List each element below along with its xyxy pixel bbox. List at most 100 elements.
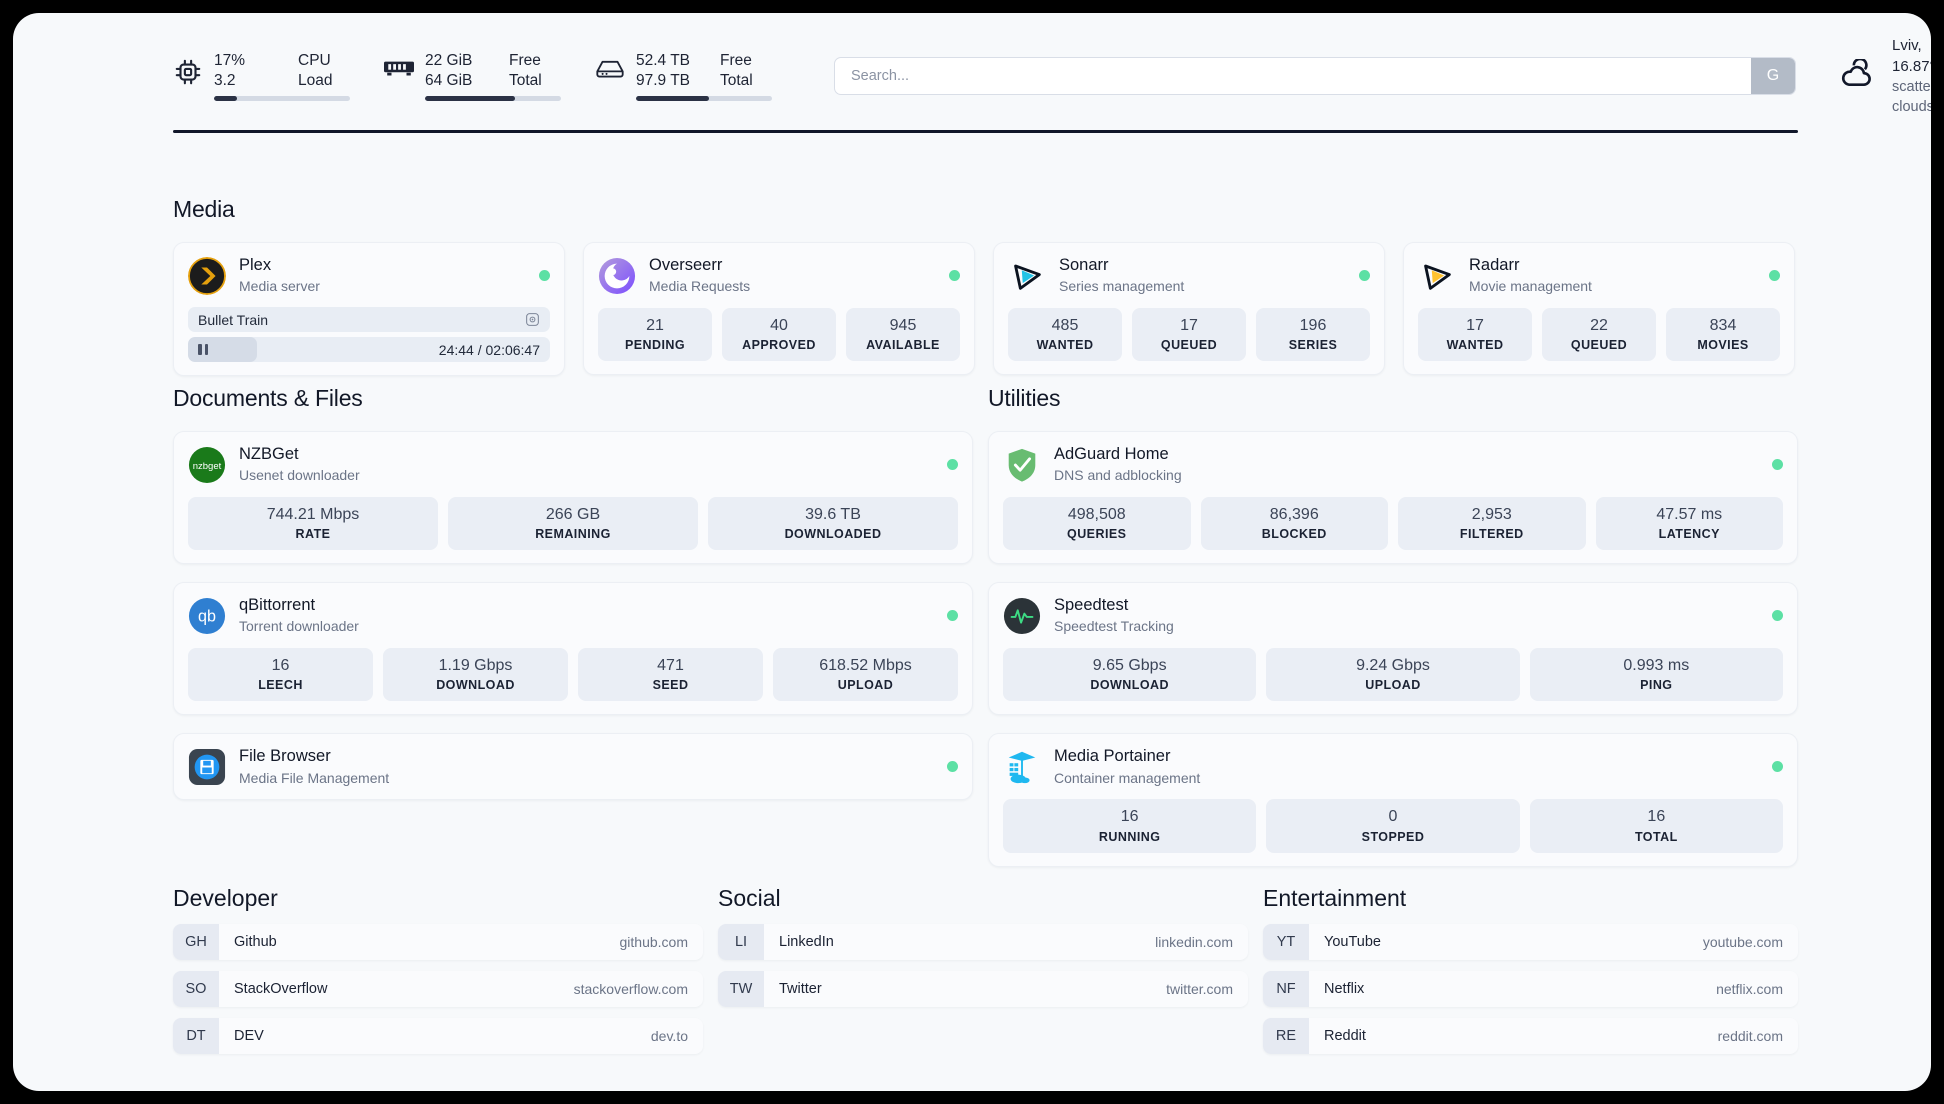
stat-filtered: 2,953 FILTERED: [1398, 497, 1586, 551]
stat-label: QUERIES: [1067, 527, 1127, 542]
adguard-desc: DNS and adblocking: [1054, 467, 1182, 484]
speedtest-status-dot: [1772, 610, 1783, 622]
bookmark-name: Github: [234, 934, 277, 950]
qbittorrent-name: qBittorrent: [239, 596, 316, 615]
svg-text:qb: qb: [198, 607, 216, 625]
stat-series: 196 SERIES: [1256, 308, 1370, 362]
disk-readout: 52.4 TB 97.9 TB Free Total: [636, 51, 772, 102]
stat-label: APPROVED: [742, 338, 816, 353]
stat-value: 498,508: [1067, 506, 1126, 524]
stat-running: 16 RUNNING: [1003, 799, 1257, 853]
plex-desc: Media server: [239, 278, 320, 295]
stat-total: 16 TOTAL: [1529, 799, 1783, 853]
stat-value: 945: [889, 317, 917, 335]
utilities-section-title: Utilities: [988, 385, 1061, 411]
pause-icon[interactable]: [198, 344, 208, 356]
bookmark-stackoverflow[interactable]: SO StackOverflow stackoverflow.com: [173, 971, 703, 1007]
search-engine-button[interactable]: G: [1751, 58, 1795, 94]
stat-download: 9.65 Gbps DOWNLOAD: [1003, 648, 1257, 702]
service-card-sonarr[interactable]: Sonarr Series management 485 WANTED 17 Q…: [993, 242, 1385, 376]
service-card-qbittorrent[interactable]: qb qBittorrent Torrent downloader 16 LEE…: [173, 582, 973, 716]
radarr-status-dot: [1769, 270, 1780, 281]
cpu-icon: [173, 57, 203, 87]
stat-value: 40: [770, 317, 788, 335]
bookmark-group-entertainment: Entertainment YT YouTube youtube.com NF …: [1263, 885, 1798, 1065]
weather-condition: scattered clouds: [1892, 78, 1931, 115]
bookmark-url: netflix.com: [1716, 981, 1783, 997]
stat-blocked: 86,396 BLOCKED: [1200, 497, 1388, 551]
memory-icon: [384, 59, 414, 89]
portainer-status-dot: [1772, 761, 1783, 773]
nzbget-desc: Usenet downloader: [239, 467, 360, 484]
radarr-logo-icon: [1418, 257, 1456, 295]
memory-label-bottom: Total: [509, 72, 542, 89]
bookmark-github[interactable]: GH Github github.com: [173, 924, 703, 960]
service-card-plex[interactable]: Plex Media server Bullet Train: [173, 242, 565, 377]
stat-label: PENDING: [624, 338, 686, 353]
stat-pending: 21 PENDING: [598, 308, 712, 362]
stat-label: UPLOAD: [837, 678, 894, 693]
stat-available: 945 AVAILABLE: [846, 308, 960, 362]
settings-icon[interactable]: [525, 312, 540, 327]
bookmark-netflix[interactable]: NF Netflix netflix.com: [1263, 971, 1798, 1007]
portainer-desc: Container management: [1054, 769, 1201, 786]
plex-logo-icon: [188, 256, 226, 295]
radarr-name: Radarr: [1469, 256, 1520, 274]
disk-label-bottom: Total: [720, 72, 753, 89]
stat-value: 0.993 ms: [1623, 657, 1690, 675]
sonarr-stats: 485 WANTED 17 QUEUED 196 SERIES: [1008, 308, 1370, 362]
bookmark-url: youtube.com: [1702, 934, 1783, 950]
system-stat-cpu: 17% 3.2 CPU Load: [173, 51, 350, 102]
speedtest-name: Speedtest: [1054, 596, 1129, 615]
bookmark-youtube[interactable]: YT YouTube youtube.com: [1263, 924, 1798, 960]
bookmark-reddit[interactable]: RE Reddit reddit.com: [1263, 1018, 1798, 1054]
qbittorrent-status-dot: [947, 610, 958, 622]
service-card-adguard[interactable]: AdGuard Home DNS and adblocking 498,508 …: [988, 431, 1798, 565]
plex-player: Bullet Train 24:44 / 02:06:47: [188, 307, 550, 363]
stat-label: STOPPED: [1361, 829, 1425, 844]
service-card-nzbget[interactable]: nzbget NZBGet Usenet downloader 744.21 M…: [173, 431, 973, 565]
stat-value: 618.52 Mbps: [819, 657, 912, 675]
service-card-speedtest[interactable]: Speedtest Speedtest Tracking 9.65 Gbps D…: [988, 582, 1798, 716]
qbittorrent-logo-icon: qb: [188, 597, 226, 635]
stat-label: BLOCKED: [1261, 527, 1327, 542]
bookmark-group-social: Social LI LinkedIn linkedin.com TW Twitt…: [718, 885, 1248, 1018]
overseerr-stats: 21 PENDING 40 APPROVED 945 AVAILABLE: [598, 308, 960, 362]
stat-value: 471: [657, 657, 684, 675]
bookmark-name: DEV: [234, 1028, 264, 1044]
stat-label: RATE: [295, 527, 331, 542]
bookmark-badge: TW: [718, 971, 764, 1007]
service-card-filebrowser[interactable]: File Browser Media File Management: [173, 733, 973, 801]
bookmark-twitter[interactable]: TW Twitter twitter.com: [718, 971, 1248, 1007]
bookmark-dev[interactable]: DT DEV dev.to: [173, 1018, 703, 1054]
search-bar[interactable]: G: [834, 57, 1796, 95]
stat-upload: 618.52 Mbps UPLOAD: [773, 648, 958, 702]
service-card-overseerr[interactable]: Overseerr Media Requests 21 PENDING 40 A…: [583, 242, 975, 376]
stat-label: TOTAL: [1634, 829, 1678, 844]
stat-wanted: 485 WANTED: [1008, 308, 1122, 362]
stat-latency: 47.57 ms LATENCY: [1595, 497, 1783, 551]
dashboard-page: 17% 3.2 CPU Load: [13, 13, 1931, 1091]
cpu-value-bottom: 3.2: [214, 72, 236, 89]
speedtest-desc: Speedtest Tracking: [1054, 618, 1174, 635]
service-card-radarr[interactable]: Radarr Movie management 17 WANTED 22 QUE…: [1403, 242, 1795, 376]
service-card-portainer[interactable]: Media Portainer Container management 16 …: [988, 733, 1798, 867]
bookmark-linkedin[interactable]: LI LinkedIn linkedin.com: [718, 924, 1248, 960]
stat-ping: 0.993 ms PING: [1529, 648, 1783, 702]
stat-rate: 744.21 Mbps RATE: [188, 497, 438, 551]
system-stat-memory: 22 GiB 64 GiB Free Total: [384, 51, 561, 102]
search-input[interactable]: [835, 58, 1751, 94]
stat-seed: 471 SEED: [578, 648, 763, 702]
documents-section: Documents & Files nzbget NZBGet Usenet d…: [173, 385, 973, 801]
stat-queries: 498,508 QUERIES: [1003, 497, 1191, 551]
bookmark-badge: RE: [1263, 1018, 1309, 1054]
bookmark-name: Netflix: [1324, 981, 1365, 997]
disk-usage-bar: [636, 96, 772, 102]
stat-value: 9.24 Gbps: [1356, 657, 1430, 675]
stat-approved: 40 APPROVED: [722, 308, 836, 362]
plex-progress-row[interactable]: 24:44 / 02:06:47: [188, 337, 550, 363]
stat-value: 744.21 Mbps: [266, 506, 360, 524]
disk-value-top: 52.4 TB: [636, 51, 691, 69]
sonarr-logo-icon: [1008, 257, 1046, 295]
stat-label: AVAILABLE: [866, 338, 940, 353]
